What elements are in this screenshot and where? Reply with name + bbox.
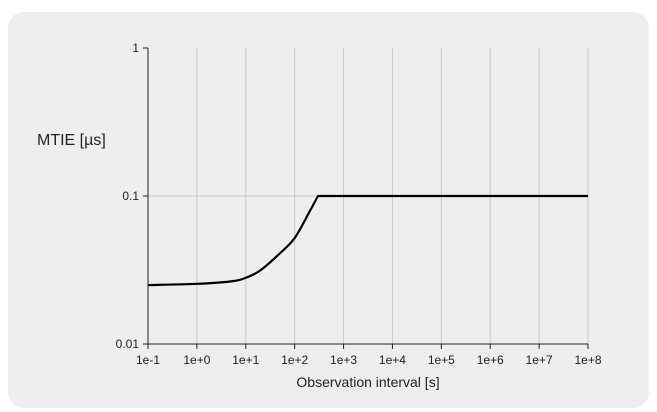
x-tick-label: 1e+0 [183, 353, 210, 367]
x-tick-label: 1e+4 [379, 353, 406, 367]
x-tick-label: 1e+5 [428, 353, 455, 367]
y-tick-label: 0.1 [122, 189, 139, 203]
x-tick-label: 1e+1 [232, 353, 259, 367]
mtie-series-line [147, 194, 588, 287]
x-tick-label: 1e-1 [136, 353, 160, 367]
x-tick-label: 1e+3 [330, 353, 357, 367]
x-tick-label: 1e+7 [526, 353, 553, 367]
y-tick-label: 1 [132, 41, 139, 55]
x-axis-label: Observation interval [s] [296, 374, 440, 390]
x-tick-label: 1e+2 [281, 353, 308, 367]
x-tick-label: 1e+6 [477, 353, 504, 367]
y-axis-label: MTIE [µs] [37, 132, 106, 149]
axis-layer [143, 47, 589, 349]
y-tick-labels: 0.01 0.1 1 [116, 41, 140, 351]
chart-card [8, 12, 649, 408]
y-tick-label: 0.01 [116, 337, 140, 351]
series-layer [147, 194, 588, 287]
x-tick-labels: 1e-1 1e+0 1e+1 1e+2 1e+3 1e+4 1e+5 1e+6 1e+7 1e+8 [136, 353, 602, 367]
x-tick-label: 1e+8 [574, 353, 601, 367]
